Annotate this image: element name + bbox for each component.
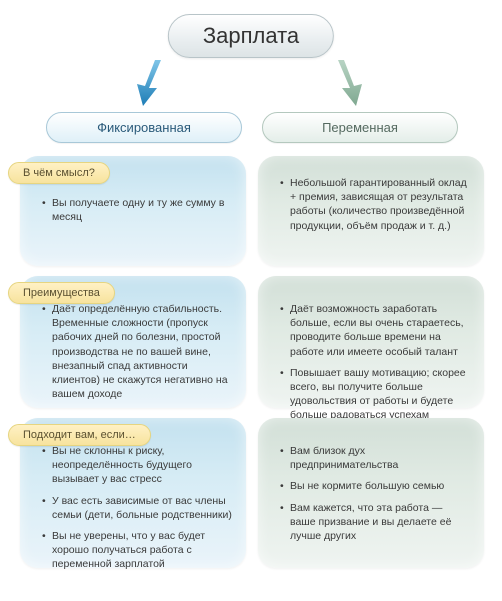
list-item: Вам близок дух предпринимательства: [280, 444, 470, 472]
list-item: Вы не уверены, что у вас будет хорошо по…: [42, 529, 232, 572]
column-header-variable-label: Переменная: [322, 120, 398, 135]
list-item: Даёт возможность заработать больше, если…: [280, 302, 470, 359]
row-suits-you: Подходит вам, если… Вы не склонны к риск…: [8, 418, 494, 568]
list-item: У вас есть зависимые от вас члены семьи …: [42, 494, 232, 522]
list-item: Даёт определённую стабильность. Временны…: [42, 302, 232, 401]
list-item: Вы не кормите большую семью: [280, 479, 470, 493]
list-item: Вы не склонны к риску, неопределённость …: [42, 444, 232, 487]
row-meaning: В чём смысл? Вы получаете одну и ту же с…: [8, 156, 494, 266]
box-advantages-variable: Даёт возможность заработать больше, если…: [258, 276, 484, 408]
arrow-left-icon: [135, 58, 169, 108]
list-item: Небольшой гарантированный оклад + премия…: [280, 176, 470, 233]
column-header-variable: Переменная: [262, 112, 458, 143]
row-label-meaning: В чём смысл?: [8, 162, 110, 184]
row-label-advantages: Преимущества: [8, 282, 115, 304]
root-title: Зарплата: [203, 23, 299, 48]
row-label-suits-you: Подходит вам, если…: [8, 424, 151, 446]
box-meaning-variable: Небольшой гарантированный оклад + премия…: [258, 156, 484, 266]
list-item: Повышает вашу мотивацию; скорее всего, в…: [280, 366, 470, 423]
arrow-right-icon: [330, 58, 364, 108]
box-suits-you-variable: Вам близок дух предпринимательства Вы не…: [258, 418, 484, 568]
row-advantages: Преимущества Даёт определённую стабильно…: [8, 276, 494, 408]
list-item: Вы получаете одну и ту же сумму в месяц: [42, 196, 232, 224]
list-item: Вам кажется, что эта работа — ваше призв…: [280, 501, 470, 544]
column-header-fixed-label: Фиксированная: [97, 120, 191, 135]
root-node: Зарплата: [168, 14, 334, 58]
column-header-fixed: Фиксированная: [46, 112, 242, 143]
